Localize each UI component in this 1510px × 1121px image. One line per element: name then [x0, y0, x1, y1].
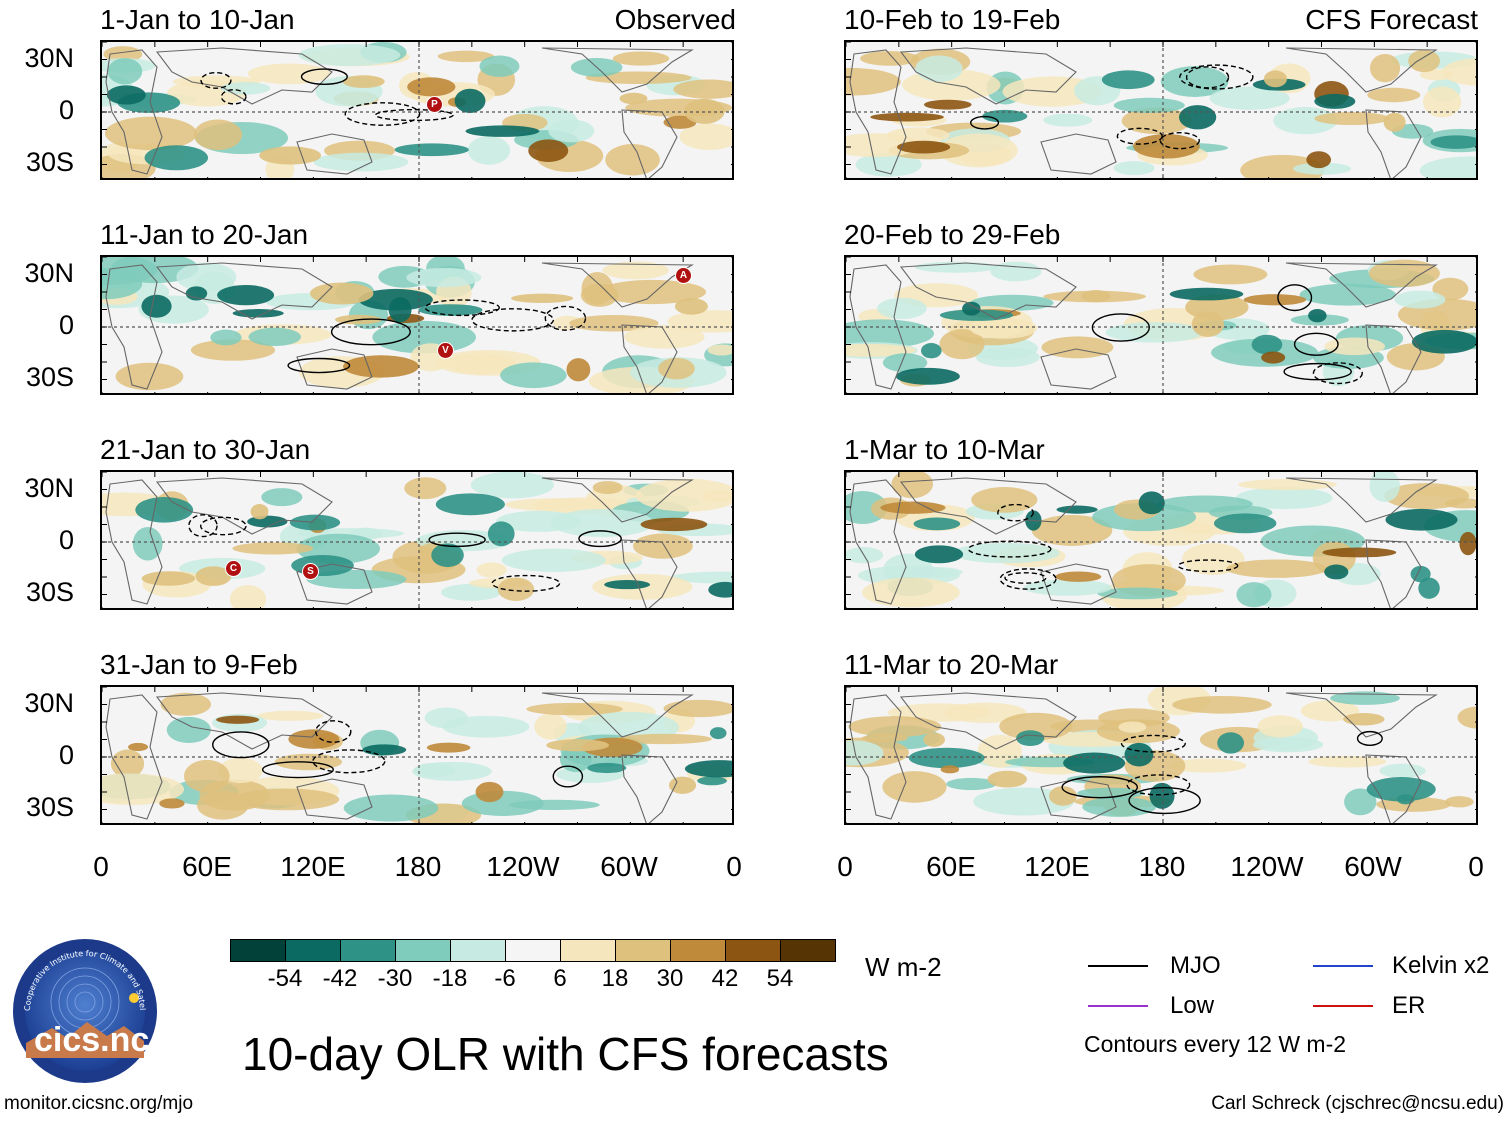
olr-map [846, 42, 1476, 178]
lon-label-180: 180 [394, 851, 442, 882]
cics-logo: Cooperative Institute for Climate and Sa… [10, 931, 158, 1084]
colorbar-box [340, 939, 396, 962]
figure-title: 10-day OLR with CFS forecasts [242, 1028, 889, 1080]
olr-map [102, 257, 732, 393]
lon-label-360: 0 [1468, 851, 1484, 882]
colorbar-tick-label: 42 [711, 965, 739, 992]
colorbar-box [560, 939, 616, 962]
legend-line-low [1088, 1005, 1148, 1007]
map-panel-left-2 [100, 255, 734, 395]
lat-label-30s: 30S [25, 577, 74, 607]
logo-text: cics.nc [34, 1021, 150, 1059]
colorbar-tick-label: -18 [432, 965, 468, 992]
colorbar-box [505, 939, 561, 962]
lon-label-120e: 120E [280, 851, 346, 882]
lon-label-360: 0 [726, 851, 742, 882]
lat-label-30n: 30N [24, 688, 74, 718]
lat-label-eq: 0 [58, 525, 74, 555]
map-panel-left-3 [100, 470, 734, 610]
colorbar-tick-label: -54 [267, 965, 303, 992]
lon-label-120w: 120W [486, 851, 560, 882]
colorbar-tick-label: -30 [377, 965, 413, 992]
observed-label: Observed [614, 4, 736, 35]
lon-label-60w: 60W [1344, 851, 1402, 882]
colorbar-box [395, 939, 451, 962]
colorbar-box [615, 939, 671, 962]
olr-map [102, 687, 732, 823]
legend-label-mjo: MJO [1170, 952, 1221, 979]
lat-label-30n: 30N [24, 473, 74, 503]
storm-marker-v: V [437, 342, 454, 359]
storm-marker-a: A [675, 267, 692, 284]
lon-label-0: 0 [837, 851, 853, 882]
lon-label-60e: 60E [926, 851, 976, 882]
storm-marker-c: C [225, 560, 242, 577]
colorbar-tick-label: 30 [656, 965, 684, 992]
olr-map [846, 257, 1476, 393]
lon-label-180: 180 [1138, 851, 1186, 882]
panel-title-right-1: 10-Feb to 19-Feb [844, 4, 1061, 35]
legend-line-er [1313, 1005, 1373, 1007]
colorbar-box [450, 939, 506, 962]
legend-label-er: ER [1392, 992, 1426, 1019]
colorbar-tick-label: -6 [494, 965, 516, 992]
olr-map [102, 472, 732, 608]
olr-map [846, 687, 1476, 823]
panel-title-left-3: 21-Jan to 30-Jan [100, 434, 311, 465]
panel-title-right-2: 20-Feb to 29-Feb [844, 219, 1061, 250]
colorbar-box [780, 939, 836, 962]
panel-title-left-4: 31-Jan to 9-Feb [100, 649, 298, 680]
legend-label-low: Low [1170, 992, 1215, 1019]
colorbar-tick-label: 18 [601, 965, 629, 992]
cfs-forecast-label: CFS Forecast [1305, 4, 1478, 35]
colorbar-box [670, 939, 726, 962]
map-panel-right-2 [844, 255, 1478, 395]
legend-label-kelvin: Kelvin x2 [1392, 952, 1490, 979]
lat-label-30s: 30S [25, 792, 74, 822]
footer-url[interactable]: monitor.cicsnc.org/mjo [4, 1093, 194, 1114]
map-panel-right-3 [844, 470, 1478, 610]
panel-title-right-4: 11-Mar to 20-Mar [844, 649, 1059, 680]
storm-marker-p: P [426, 96, 443, 113]
legend-line-kelvin [1313, 965, 1373, 967]
lat-label-eq: 0 [58, 310, 74, 340]
colorbar-tick-label: -42 [322, 965, 358, 992]
lon-label-60e: 60E [182, 851, 232, 882]
lat-label-30n: 30N [24, 258, 74, 288]
footer-credit: Carl Schreck (cjschrec@ncsu.edu) [1211, 1093, 1504, 1114]
colorbar-box [285, 939, 341, 962]
colorbar-units: W m-2 [865, 952, 942, 982]
lon-label-120e: 120E [1024, 851, 1090, 882]
lat-label-30s: 30S [25, 147, 74, 177]
lat-label-eq: 0 [58, 740, 74, 770]
map-panel-left-4 [100, 685, 734, 825]
contour-note: Contours every 12 W m-2 [1084, 1031, 1347, 1057]
lon-label-120w: 120W [1230, 851, 1304, 882]
colorbar-box [230, 939, 286, 962]
lat-label-eq: 0 [58, 95, 74, 125]
panel-title-left-2: 11-Jan to 20-Jan [100, 219, 309, 250]
storm-marker-s: S [302, 563, 319, 580]
colorbar-box [725, 939, 781, 962]
map-panel-right-4 [844, 685, 1478, 825]
lat-label-30s: 30S [25, 362, 74, 392]
colorbar-tick-label: 6 [553, 965, 567, 992]
map-panel-left-1 [100, 40, 734, 180]
lat-label-30n: 30N [24, 43, 74, 73]
olr-map [102, 42, 732, 178]
panel-title-right-3: 1-Mar to 10-Mar [844, 434, 1045, 465]
legend-line-mjo [1088, 965, 1148, 967]
colorbar-tick-label: 54 [766, 965, 794, 992]
map-panel-right-1 [844, 40, 1478, 180]
olr-map [846, 472, 1476, 608]
lon-label-60w: 60W [600, 851, 658, 882]
lon-label-0: 0 [93, 851, 109, 882]
panel-title-left-1: 1-Jan to 10-Jan [100, 4, 295, 35]
